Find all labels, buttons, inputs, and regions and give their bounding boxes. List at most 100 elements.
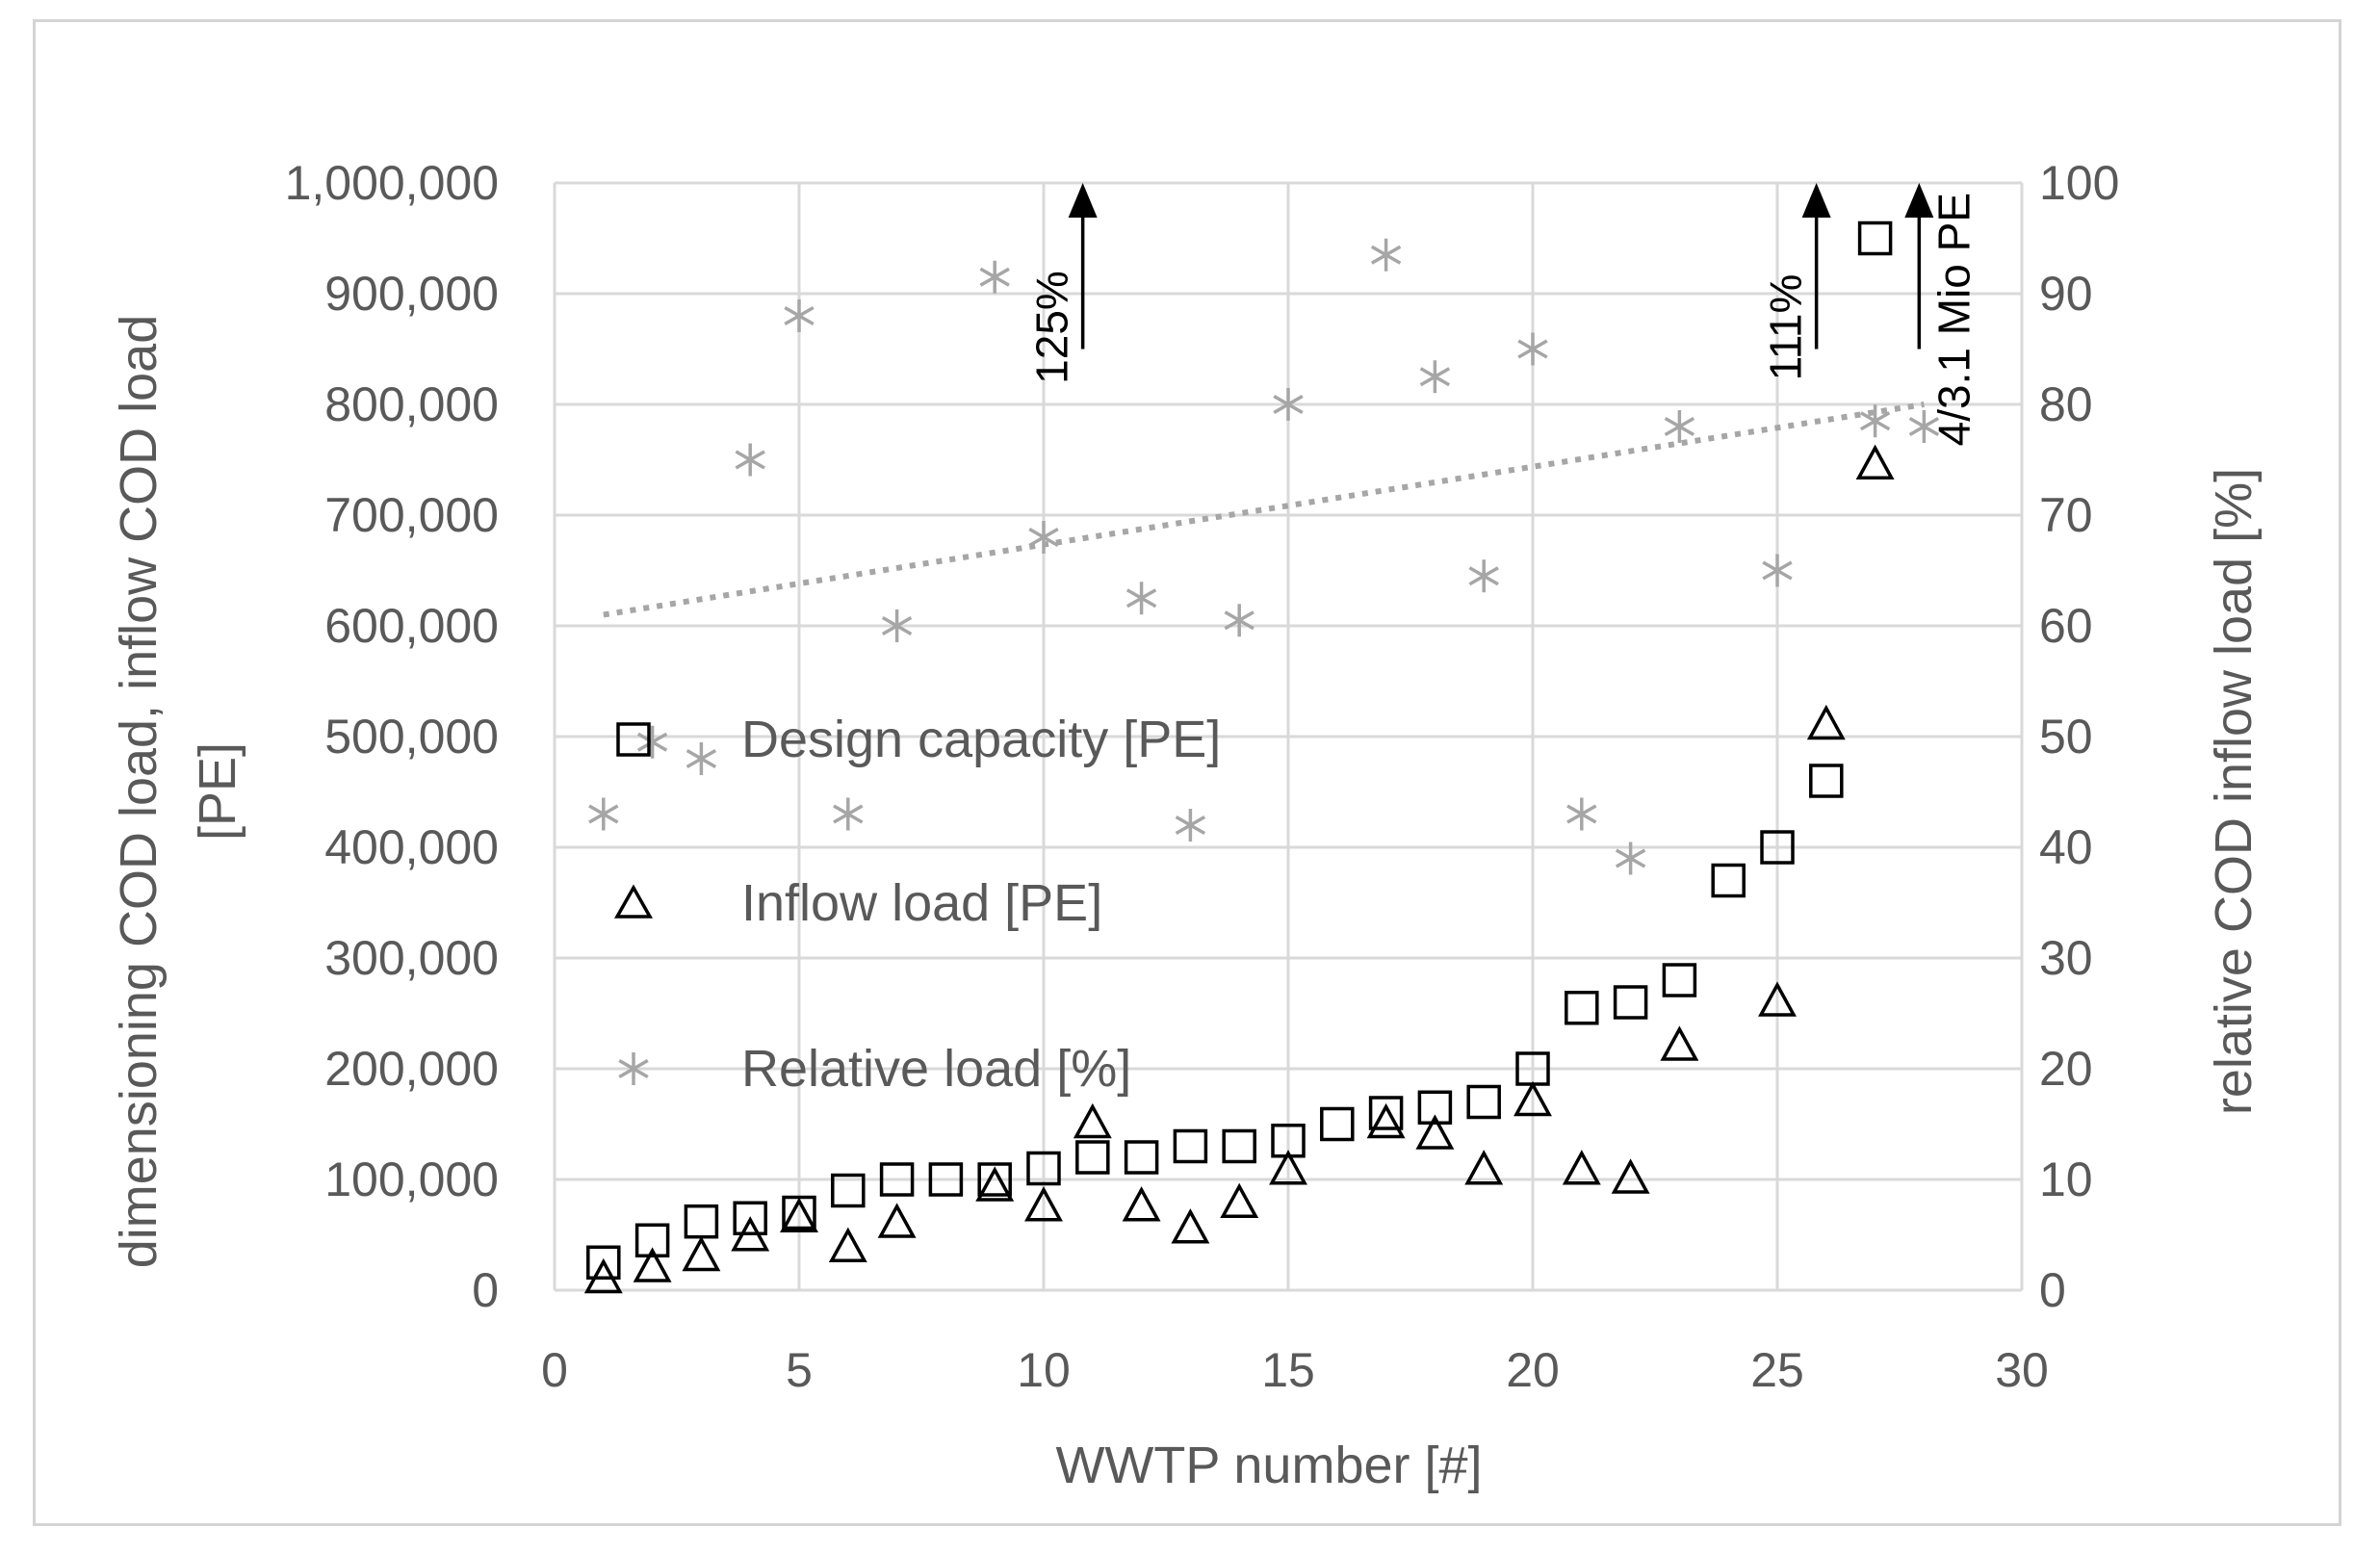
design-capacity-point [1173,1128,1208,1164]
relative-load-point [735,443,765,477]
y-tick-label: 800,000 [324,377,499,431]
relative-load-point [1468,559,1499,593]
inflow-load-point [633,1247,672,1282]
relative-load-point [1419,360,1451,394]
y-tick-label: 500,000 [324,710,499,764]
relative-load-trendline [603,401,1925,618]
design-capacity-point [586,1245,621,1280]
y-tick-label: 700,000 [324,488,499,542]
inflow-load-point [1660,1025,1699,1061]
y-axis-title-unit: [PE] [189,742,246,841]
design-capacity-point [1417,1090,1453,1125]
y2-tick-label: 80 [2039,377,2093,431]
y-tick-label: 400,000 [324,820,499,874]
annotation-arrow: 111% [1761,183,1831,380]
design-capacity-point [831,1173,866,1208]
y-tick-label: 300,000 [324,931,499,985]
relative-load-point [588,797,619,831]
annotation-arrow: 4/3.1 Mio PE [1904,183,1979,446]
y-tick-label: 900,000 [324,267,499,321]
design-capacity-point [879,1162,915,1197]
x-tick-label: 10 [1017,1343,1071,1397]
design-capacity-point [928,1162,964,1197]
inflow-load-point [1122,1186,1161,1222]
design-capacity-point [684,1204,719,1239]
y-tick-label: 0 [472,1263,499,1317]
design-capacity-point [1124,1140,1159,1175]
design-capacity-point [733,1201,767,1235]
design-capacity-point [1368,1096,1404,1130]
y2-tick-label: 90 [2039,267,2093,321]
x-axis-title: WWTP number [#] [1055,1437,1482,1494]
inflow-load-point [1415,1114,1455,1150]
inflow-load-point [1806,704,1846,740]
y2-tick-label: 70 [2039,488,2093,542]
arrow-head [1801,183,1831,218]
inflow-load-point [1269,1150,1307,1185]
y2-tick-label: 40 [2039,820,2093,874]
design-capacity-point [634,1223,670,1257]
y2-tick-label: 50 [2039,710,2093,764]
relative-load-point [881,609,913,642]
x-axis-ticks: 0 5 10 15 20 25 30 [541,1343,2049,1397]
relative-load-point [1370,238,1402,272]
relative-load-point [1615,842,1646,875]
y-tick-label: 1,000,000 [285,156,499,210]
legend-square-marker [616,722,651,757]
relative-load-point [686,742,717,775]
y-axis-ticks: 0 100,000 200,000 300,000 400,000 500,000 600,… [285,156,499,1317]
design-capacity-point [782,1195,816,1230]
y2-tick-label: 20 [2039,1042,2093,1096]
y-tick-label: 600,000 [324,599,499,653]
design-capacity-point [1809,764,1844,798]
annotation-label: 4/3.1 Mio PE [1928,193,1979,446]
relative-load-point [784,299,815,332]
inflow-load-point [583,1257,623,1294]
relative-load-point [1859,404,1891,438]
design-capacity-point [1320,1106,1355,1142]
legend-item-inflow-load: Inflow load [PE] [613,874,1102,932]
y2-tick-label: 100 [2039,156,2119,210]
relative-load-point [1762,554,1793,587]
inflow-load-point [1024,1186,1063,1222]
design-capacity-point [1222,1128,1256,1164]
design-capacity-point [1565,991,1599,1025]
relative-load-point [1175,809,1206,842]
design-capacity-point [1026,1151,1061,1186]
inflow-load-point [780,1197,818,1232]
relative-load-point [1566,797,1597,831]
y2-tick-label: 10 [2039,1153,2093,1206]
inflow-load-point [1464,1150,1504,1185]
inflow-load-point [877,1203,917,1238]
design-capacity-point [1466,1084,1501,1120]
inflow-load-point [1171,1208,1210,1244]
inflow-load-point [731,1216,770,1252]
y2-axis-title: relative COD inflow load [%] [2205,468,2263,1115]
y2-tick-label: 0 [2039,1263,2066,1317]
legend-star-glyph [618,1052,649,1085]
y2-tick-label: 60 [2039,599,2093,653]
design-capacity-point [1613,985,1648,1020]
relative-load-point [979,260,1010,294]
inflow-load-point [828,1227,867,1263]
y2-axis-ticks: 0 10 20 30 40 50 60 70 80 90 100 [2039,156,2119,1317]
inflow-load-point [1758,981,1797,1017]
relative-load-point [1517,332,1548,366]
design-capacity-point [1662,963,1697,997]
design-capacity-point [1857,220,1893,256]
inflow-load-point [975,1166,1015,1202]
relative-load-point [1224,604,1255,637]
x-tick-label: 15 [1261,1343,1315,1397]
design-capacity-point [977,1162,1012,1197]
design-capacity-point [1760,830,1795,865]
inflow-load-point [1562,1150,1601,1185]
x-tick-label: 25 [1750,1343,1804,1397]
relative-load-point [1908,410,1940,443]
relative-load-point [1028,521,1059,554]
legend-label-inflow-load: Inflow load [PE] [741,874,1102,932]
trendline [603,401,1925,618]
inflow-load-point [1366,1102,1406,1139]
data-marks [583,220,1940,1294]
y2-tick-label: 30 [2039,931,2093,985]
